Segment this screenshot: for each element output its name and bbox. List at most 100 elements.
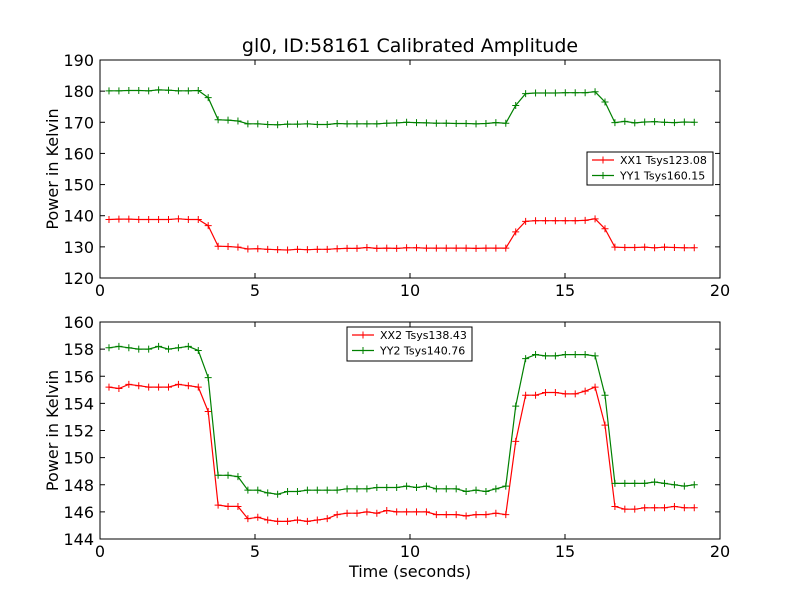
series-line	[108, 345, 695, 495]
legend: XX2 Tsys138.43 YY2 Tsys140.76	[346, 326, 473, 362]
x-tick-label: 0	[95, 281, 105, 300]
data-point	[393, 508, 401, 516]
data-point	[551, 89, 559, 97]
data-point	[532, 391, 540, 399]
data-point	[174, 344, 182, 352]
data-point	[155, 215, 163, 223]
data-point	[551, 352, 559, 360]
legend: XX1 Tsys123.08 YY1 Tsys160.15	[586, 151, 714, 186]
data-point	[135, 345, 143, 353]
data-point	[105, 383, 113, 391]
x-tick-label: 5	[250, 281, 260, 300]
data-point	[303, 246, 311, 254]
y-tick-label: 140	[63, 207, 94, 226]
y-tick-label: 144	[63, 530, 94, 549]
data-point	[492, 509, 500, 517]
data-point	[145, 383, 153, 391]
data-point	[293, 245, 301, 253]
data-point	[165, 383, 173, 391]
data-point	[333, 245, 341, 253]
data-point	[472, 120, 480, 128]
data-point	[591, 215, 599, 223]
y-axis-label: Power in Kelvin	[43, 370, 62, 491]
data-point	[611, 479, 619, 487]
data-point	[442, 485, 450, 493]
legend-marker	[359, 347, 367, 354]
data-point	[303, 486, 311, 494]
data-point	[264, 120, 272, 128]
data-point	[621, 479, 629, 487]
data-point	[333, 486, 341, 494]
data-point	[244, 515, 252, 523]
data-point	[651, 478, 659, 486]
data-point	[551, 217, 559, 225]
data-point	[472, 511, 480, 519]
data-point	[383, 483, 391, 491]
data-point	[670, 119, 678, 127]
data-point	[155, 342, 163, 350]
data-point	[591, 383, 599, 391]
data-point	[194, 383, 202, 391]
legend-item: XX2 Tsys138.43	[352, 329, 467, 342]
data-point	[690, 244, 698, 252]
data-point	[422, 482, 430, 490]
data-point	[214, 116, 222, 124]
data-point	[561, 390, 569, 398]
data-point	[541, 89, 549, 97]
legend-label: XX1 Tsys123.08	[620, 154, 707, 167]
data-point	[115, 87, 123, 95]
legend-marker	[359, 331, 367, 339]
data-point	[532, 89, 540, 97]
data-point	[363, 120, 371, 128]
legend-box	[346, 326, 473, 362]
data-point	[373, 244, 381, 252]
data-point	[413, 508, 421, 516]
data-point	[641, 243, 649, 251]
data-point	[413, 119, 421, 127]
data-point	[274, 517, 282, 525]
x-tick-label: 0	[95, 542, 105, 561]
data-point	[601, 391, 609, 399]
data-point	[363, 508, 371, 516]
data-point	[621, 505, 629, 513]
data-point	[631, 243, 639, 251]
data-point	[214, 471, 222, 479]
data-point	[293, 516, 301, 524]
data-point	[145, 345, 153, 353]
data-point	[462, 244, 470, 252]
legend-label: YY1 Tsys160.15	[619, 170, 705, 183]
data-point	[631, 505, 639, 513]
data-point	[432, 244, 440, 252]
data-point	[512, 437, 520, 445]
data-point	[333, 511, 341, 519]
data-point	[601, 98, 609, 106]
data-point	[621, 117, 629, 125]
data-point	[512, 101, 520, 109]
series-line	[109, 89, 695, 126]
y-tick-label: 160	[63, 313, 94, 332]
data-point	[244, 486, 252, 494]
data-point	[105, 215, 113, 223]
series-yy1	[105, 86, 698, 129]
y-tick-label: 190	[63, 51, 94, 70]
data-point	[135, 382, 143, 390]
data-point	[274, 246, 282, 254]
y-tick-label: 150	[63, 449, 94, 468]
y-tick-label: 120	[63, 269, 94, 288]
data-point	[532, 217, 540, 225]
data-point	[343, 120, 351, 128]
data-point	[145, 215, 153, 223]
data-point	[184, 382, 192, 390]
data-point	[393, 483, 401, 491]
data-point	[234, 243, 242, 251]
data-point	[403, 508, 411, 516]
data-point	[601, 421, 609, 429]
data-point	[363, 243, 371, 251]
data-point	[274, 121, 282, 129]
data-point	[393, 244, 401, 252]
data-point	[571, 89, 579, 97]
data-point	[174, 215, 182, 223]
data-point	[522, 355, 530, 363]
data-point	[284, 120, 292, 128]
